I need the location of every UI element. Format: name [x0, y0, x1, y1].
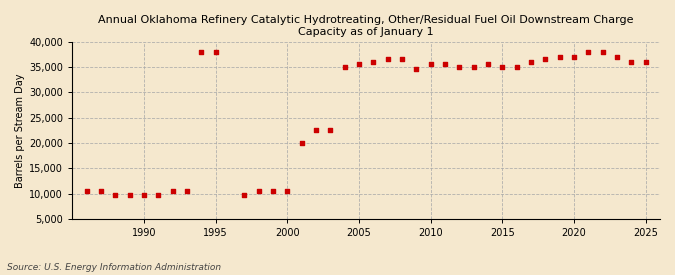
Point — [439, 62, 450, 67]
Point — [497, 65, 508, 69]
Point — [282, 189, 293, 193]
Point — [196, 50, 207, 54]
Point — [540, 57, 551, 62]
Title: Annual Oklahoma Refinery Catalytic Hydrotreating, Other/Residual Fuel Oil Downst: Annual Oklahoma Refinery Catalytic Hydro… — [99, 15, 634, 37]
Point — [81, 189, 92, 193]
Point — [626, 60, 637, 64]
Point — [167, 189, 178, 193]
Point — [554, 54, 565, 59]
Point — [325, 128, 335, 133]
Point — [612, 54, 622, 59]
Point — [310, 128, 321, 133]
Point — [95, 189, 106, 193]
Point — [354, 62, 364, 67]
Point — [267, 189, 278, 193]
Point — [138, 193, 149, 197]
Point — [239, 193, 250, 197]
Point — [526, 60, 537, 64]
Point — [454, 65, 464, 69]
Text: Source: U.S. Energy Information Administration: Source: U.S. Energy Information Administ… — [7, 263, 221, 272]
Point — [296, 141, 307, 145]
Point — [153, 193, 163, 197]
Point — [568, 54, 579, 59]
Point — [511, 65, 522, 69]
Point — [210, 50, 221, 54]
Point — [411, 67, 422, 72]
Point — [396, 57, 407, 62]
Point — [182, 189, 192, 193]
Point — [425, 62, 436, 67]
Point — [468, 65, 479, 69]
Point — [382, 57, 393, 62]
Point — [641, 60, 651, 64]
Point — [597, 50, 608, 54]
Point — [483, 62, 493, 67]
Point — [368, 60, 379, 64]
Point — [583, 50, 594, 54]
Point — [124, 193, 135, 197]
Point — [110, 192, 121, 197]
Y-axis label: Barrels per Stream Day: Barrels per Stream Day — [15, 73, 25, 188]
Point — [340, 65, 350, 69]
Point — [253, 189, 264, 193]
